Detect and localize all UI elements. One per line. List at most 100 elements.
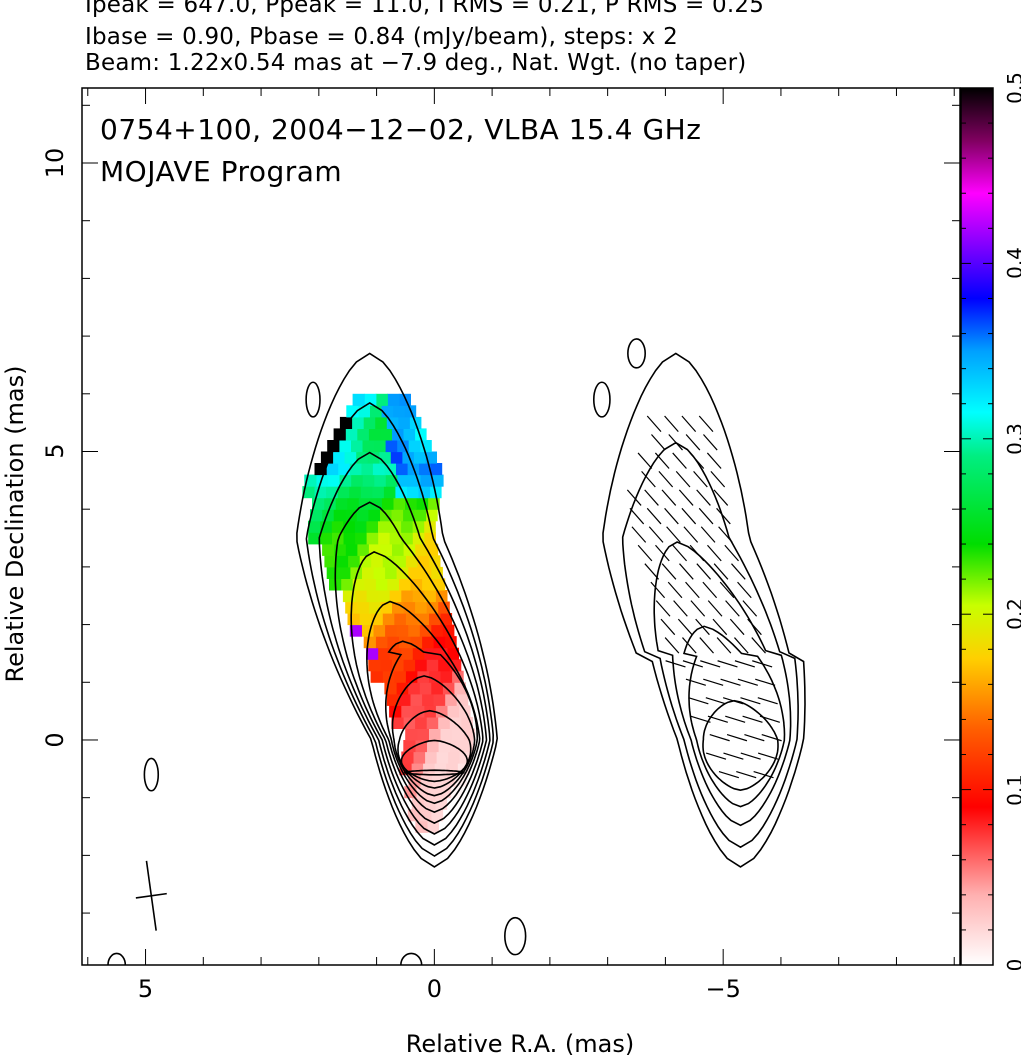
evpa-vector — [664, 507, 679, 525]
polarization-pixel — [320, 451, 334, 464]
evpa-vector — [707, 544, 722, 562]
polarization-pixel — [423, 590, 436, 603]
polarization-pixel — [384, 566, 397, 579]
evpa-vector — [658, 470, 674, 488]
polarization-pixel — [352, 393, 365, 406]
intensity-contour — [404, 769, 465, 776]
polarization-pixel — [421, 693, 434, 706]
isolated-contour — [400, 952, 423, 965]
polarization-pixel — [400, 520, 413, 533]
polarized-contour — [682, 625, 786, 808]
polarization-pixel — [360, 486, 373, 499]
evpa-vector — [736, 770, 757, 779]
polarization-pixel — [332, 451, 345, 464]
x-tick-label: 0 — [426, 975, 442, 1003]
polarization-pixel — [428, 670, 441, 683]
polarization-pixel — [428, 613, 441, 626]
polarization-pixel — [445, 763, 458, 776]
evpa-vector — [722, 697, 744, 705]
header-line-3: Beam: 1.22x0.54 mas at −7.9 deg., Nat. W… — [85, 50, 747, 76]
polarization-pixel — [444, 636, 457, 649]
polarization-pixel — [367, 509, 380, 522]
polarization-pixel — [383, 486, 396, 499]
polarization-pixel — [435, 705, 448, 718]
evpa-vector — [651, 434, 666, 451]
polarization-pixel — [344, 509, 357, 522]
polarization-pixel — [337, 463, 350, 476]
evpa-vector — [690, 715, 711, 723]
evpa-vector — [693, 470, 708, 488]
colorbar-tick-label: 0.1 — [1003, 773, 1021, 806]
polarization-pixel — [393, 555, 406, 568]
polarization-pixel — [354, 520, 367, 533]
evpa-vector — [725, 715, 746, 723]
evpa-vector — [672, 452, 687, 469]
polarization-pixel — [391, 428, 404, 441]
polarization-pixel — [392, 405, 405, 418]
polarization-pixel — [345, 543, 358, 556]
polarization-pixel — [391, 601, 404, 614]
evpa-vector — [685, 434, 701, 451]
evpa-vector — [648, 526, 664, 543]
polarization-pixel — [434, 797, 448, 810]
evpa-vector — [740, 697, 761, 705]
evpa-vector — [696, 489, 711, 506]
polarization-pixel — [326, 566, 339, 579]
evpa-vector — [759, 715, 780, 723]
polarization-pixel — [439, 728, 453, 741]
polarization-pixel — [347, 613, 360, 626]
evpa-vector — [644, 563, 660, 580]
polarization-pixel — [404, 405, 417, 418]
x-axis-label: Relative R.A. (mas) — [405, 1030, 635, 1058]
evpa-vector — [718, 526, 733, 543]
polarization-pixel — [339, 474, 352, 487]
polarization-pixel — [349, 624, 362, 637]
evpa-vector — [751, 637, 766, 654]
intensity-contour — [391, 675, 476, 797]
polarization-pixel — [345, 428, 358, 441]
polarization-pixel — [324, 555, 337, 568]
polarization-pixel — [337, 486, 350, 499]
polarization-pixel — [354, 590, 367, 603]
polarization-pixel — [333, 509, 346, 522]
evpa-vector — [695, 618, 710, 636]
polarization-pixel — [361, 440, 375, 453]
evpa-vector — [712, 618, 728, 636]
evpa-vector — [742, 715, 763, 723]
y-tick-label: 5 — [41, 443, 69, 460]
polarization-pixel — [338, 440, 351, 453]
polarization-pixel — [363, 636, 376, 649]
polarization-pixel — [380, 405, 394, 418]
polarization-pixel — [308, 520, 321, 533]
polarization-pixel — [379, 659, 392, 672]
polarization-pixel — [370, 555, 383, 568]
polarization-pixel — [413, 451, 426, 464]
polarization-pixel — [446, 705, 459, 718]
polarization-pixel — [326, 463, 339, 476]
polarization-pixel — [409, 693, 423, 706]
polarization-pixel — [390, 509, 404, 522]
polarization-pixel — [363, 416, 376, 429]
polarization-pixel — [419, 682, 432, 695]
evpa-vector — [740, 752, 761, 760]
polarization-pixel — [433, 693, 446, 706]
polarization-pixel — [360, 463, 373, 476]
polarization-pixel — [356, 509, 369, 522]
polarization-pixel — [419, 809, 432, 822]
polarization-pixel — [412, 590, 425, 603]
polarization-pixel — [368, 601, 381, 614]
polarization-pixel — [382, 555, 395, 568]
polarization-pixel — [373, 474, 386, 487]
evpa-vector — [757, 697, 778, 705]
evpa-vector — [685, 581, 700, 599]
intensity-contour — [334, 501, 488, 835]
polarization-pixel — [391, 716, 404, 729]
polarization-pixel — [426, 740, 439, 753]
polarization-pixel — [384, 624, 397, 637]
evpa-vector — [729, 618, 745, 636]
polarization-pixel — [463, 728, 476, 741]
evpa-vector — [707, 600, 723, 617]
polarization-pixel — [356, 543, 369, 556]
polarization-pixel — [396, 474, 409, 487]
polarization-pixel — [400, 590, 413, 603]
